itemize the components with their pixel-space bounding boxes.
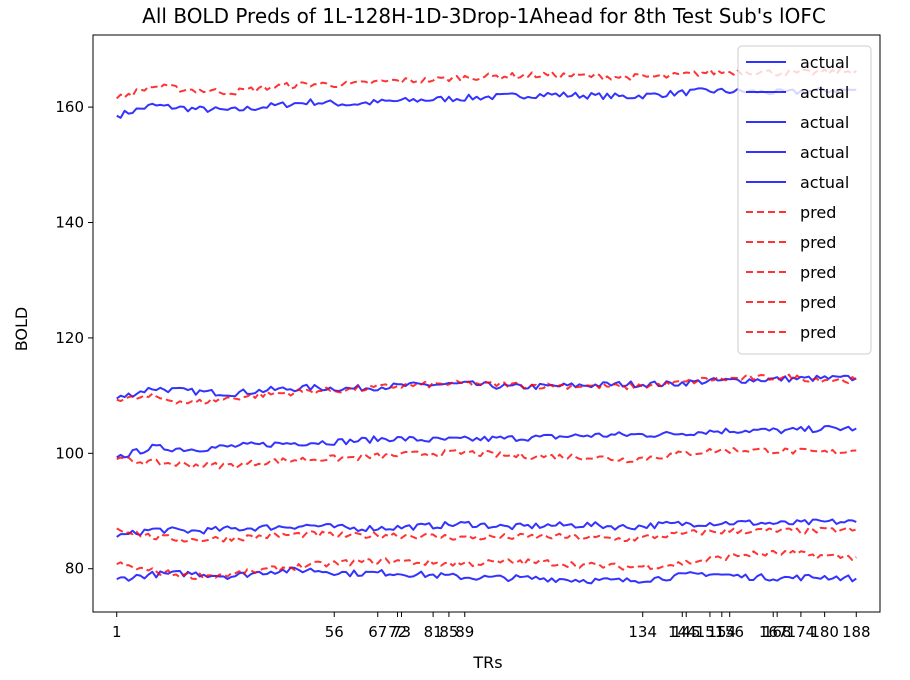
y-tick-label: 120 <box>55 329 84 347</box>
plot-area-frame <box>92 34 881 613</box>
x-tick-label: 180 <box>810 623 839 641</box>
x-tick-label: 188 <box>842 623 871 641</box>
x-tick-label: 168 <box>763 623 792 641</box>
x-tick-label: 73 <box>392 623 411 641</box>
legend-label-actual: actual <box>800 143 849 162</box>
y-tick-label: 80 <box>65 560 84 578</box>
x-tick-label: 85 <box>439 623 458 641</box>
legend-label-pred: pred <box>800 263 836 282</box>
x-tick-label: 67 <box>368 623 387 641</box>
legend-label-actual: actual <box>800 83 849 102</box>
series-line-pred-9 <box>116 526 857 543</box>
series-layer <box>116 67 857 585</box>
x-tick-label: 1 <box>112 623 122 641</box>
series-line-actual-4 <box>116 518 857 538</box>
y-tick-label: 100 <box>55 444 84 462</box>
x-tick-label: 151 <box>696 623 725 641</box>
y-axis-label: BOLD <box>12 307 31 352</box>
y-axis-ticks: 80 100 120 140 160 <box>55 98 93 578</box>
x-tick-label: 167 <box>759 623 788 641</box>
y-tick-label: 140 <box>55 214 84 232</box>
series-line-pred-6 <box>116 67 857 100</box>
legend-label-pred: pred <box>800 293 836 312</box>
x-tick-label: 81 <box>424 623 443 641</box>
x-tick-label: 156 <box>715 623 744 641</box>
legend-label-actual: actual <box>800 173 849 192</box>
y-tick-label: 160 <box>55 98 84 116</box>
x-tick-label: 134 <box>628 623 657 641</box>
x-tick-label: 174 <box>787 623 816 641</box>
x-tick-label: 145 <box>672 623 701 641</box>
legend-label-actual: actual <box>800 53 849 72</box>
x-tick-label: 144 <box>668 623 697 641</box>
legend-label-pred: pred <box>800 233 836 252</box>
series-line-pred-10 <box>116 549 857 580</box>
series-line-pred-8 <box>116 447 857 470</box>
x-tick-label: 89 <box>455 623 474 641</box>
series-line-pred-7 <box>116 373 857 405</box>
x-tick-label: 154 <box>707 623 736 641</box>
legend: actual actual actual actual actual pred pred pr… <box>737 45 872 355</box>
x-tick-label: 56 <box>325 623 344 641</box>
x-axis-label: TRs <box>472 653 502 672</box>
legend-label-pred: pred <box>800 323 836 342</box>
series-line-actual-1 <box>116 86 857 119</box>
legend-label-actual: actual <box>800 113 849 132</box>
series-line-actual-3 <box>116 424 857 459</box>
legend-label-pred: pred <box>800 203 836 222</box>
x-tick-label: 72 <box>388 623 407 641</box>
chart-title: All BOLD Preds of 1L-128H-1D-3Drop-1Ahea… <box>142 4 826 28</box>
